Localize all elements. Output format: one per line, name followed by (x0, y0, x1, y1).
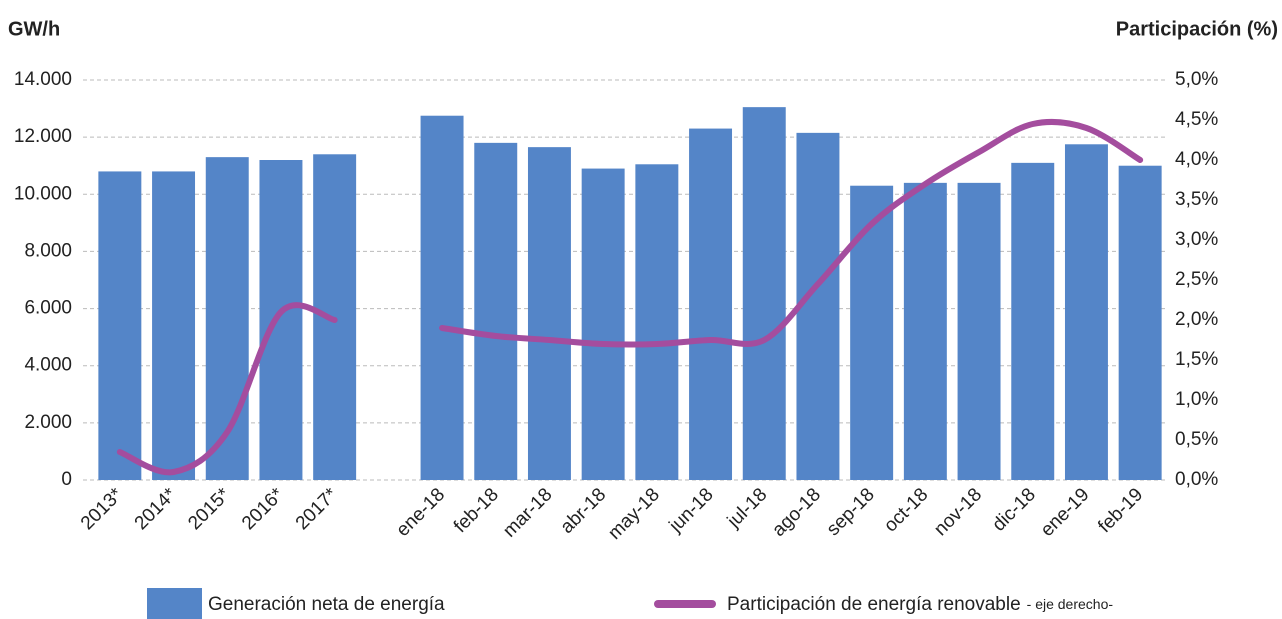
y2-tick-label: 0,5% (1175, 429, 1218, 450)
x-tick-label: 2016* (238, 484, 288, 534)
bar (635, 164, 679, 481)
x-tick: jul-18 (723, 484, 771, 532)
x-tick: mar-18 (499, 484, 556, 541)
x-tick-label: nov-18 (930, 484, 986, 540)
y2-axis-title: Participación (%) (1116, 18, 1278, 40)
x-tick: may-18 (604, 484, 664, 544)
x-tick: 2016* (238, 484, 288, 534)
x-tick: abr-18 (557, 484, 611, 538)
x-tick-label: jul-18 (723, 484, 771, 532)
x-tick: jun-18 (665, 484, 718, 537)
bar (903, 182, 947, 480)
y-axis-title: GW/h (8, 18, 60, 40)
legend-swatch (147, 588, 202, 619)
bar (474, 142, 518, 480)
y2-tick-label: 3,0% (1175, 229, 1218, 250)
bar (1064, 144, 1108, 481)
x-tick-label: 2015* (184, 484, 234, 534)
legend-note: - eje derecho- (1027, 596, 1114, 612)
y2-tick-label: 1,0% (1175, 389, 1218, 410)
y2-tick-label: 1,5% (1175, 349, 1218, 370)
x-tick-label: abr-18 (557, 484, 611, 538)
bar (581, 168, 625, 481)
x-tick-label: ene-18 (392, 484, 449, 541)
x-tick: feb-18 (450, 484, 503, 537)
x-tick: ago-18 (768, 484, 825, 541)
y2-tick-label: 2,0% (1175, 309, 1218, 330)
bar (742, 107, 786, 481)
x-tick: dic-18 (988, 484, 1039, 535)
x-tick: 2015* (184, 484, 234, 534)
x-tick: sep-18 (823, 484, 879, 540)
bar (957, 182, 1001, 480)
x-tick: nov-18 (930, 484, 986, 540)
y2-tick-label: 3,5% (1175, 189, 1218, 210)
x-tick-label: ene-19 (1037, 484, 1094, 541)
x-tick-label: may-18 (604, 484, 664, 544)
bar (259, 160, 303, 480)
bar (1011, 162, 1055, 480)
x-tick: 2014* (131, 484, 181, 534)
x-tick: 2017* (292, 484, 342, 534)
x-tick-label: ago-18 (768, 484, 825, 541)
bar (205, 157, 249, 480)
x-tick: ene-18 (392, 484, 449, 541)
x-tick-label: sep-18 (823, 484, 879, 540)
y2-tick-label: 5,0% (1175, 69, 1218, 90)
y2-tick-label: 0,0% (1175, 469, 1218, 490)
y-tick-label: 8.000 (24, 240, 72, 261)
y-tick-label: 12.000 (14, 126, 72, 147)
bar (98, 171, 142, 480)
bar (420, 115, 464, 480)
y2-tick-label: 4,0% (1175, 149, 1218, 170)
y-tick-label: 4.000 (24, 355, 72, 376)
x-tick-label: 2013* (77, 484, 127, 534)
legend-label: Generación neta de energía (208, 594, 445, 615)
x-tick-label: 2017* (292, 484, 342, 534)
x-tick: ene-19 (1037, 484, 1094, 541)
bar (689, 128, 733, 481)
bar (152, 171, 196, 480)
bar (796, 132, 840, 480)
x-tick-label: feb-19 (1094, 484, 1147, 537)
bar (850, 185, 894, 480)
bar (527, 147, 571, 480)
x-tick-label: 2014* (131, 484, 181, 534)
y-tick-label: 0 (61, 469, 72, 490)
bar (1118, 165, 1162, 480)
y2-tick-label: 4,5% (1175, 109, 1218, 130)
y-tick-label: 10.000 (14, 183, 72, 204)
y2-tick-label: 2,5% (1175, 269, 1218, 290)
x-tick-label: feb-18 (450, 484, 503, 537)
x-tick: oct-18 (880, 484, 932, 536)
x-tick: feb-19 (1094, 484, 1147, 537)
x-tick-label: oct-18 (880, 484, 932, 536)
line (116, 118, 1144, 476)
x-tick-label: jun-18 (665, 484, 718, 537)
y-tick-label: 6.000 (24, 298, 72, 319)
y-tick-label: 2.000 (24, 412, 72, 433)
x-tick-label: mar-18 (499, 484, 556, 541)
legend-label: Participación de energía renovable - eje … (727, 594, 1113, 615)
legend-label: Participación de energía renovable (727, 594, 1021, 615)
x-tick-label: dic-18 (988, 484, 1039, 535)
y-tick-label: 14.000 (14, 69, 72, 90)
x-tick: 2013* (77, 484, 127, 534)
